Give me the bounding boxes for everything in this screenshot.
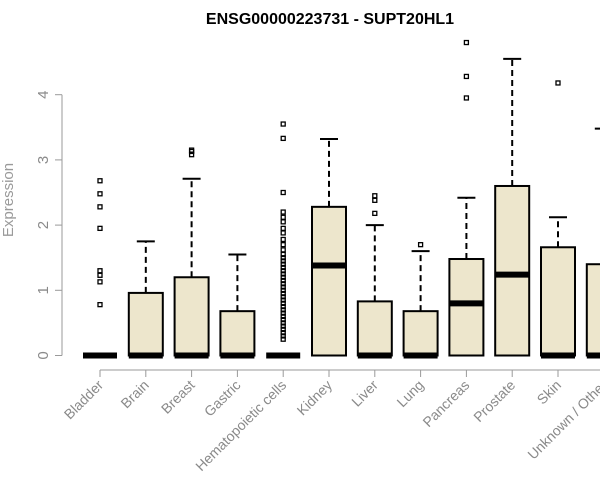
outlier-point [280,307,286,313]
outlier-point [280,313,286,320]
box-group [311,138,347,357]
outlier-point [372,197,378,203]
outlier-point [280,264,286,271]
outlier-point [280,323,286,329]
outlier-point [280,135,286,142]
x-tick-label: Hematopoietic cells [192,377,289,474]
outlier-point [280,255,286,261]
y-tick-label: 4 [35,91,52,99]
box-group [173,147,210,359]
plot-area [83,39,600,359]
y-tick-label: 1 [35,286,52,294]
box-group [494,57,531,357]
outlier-point [417,242,424,248]
outlier-point [280,251,286,258]
outlier-point [372,193,378,199]
box-body [540,246,576,357]
outlier-point [97,191,103,197]
y-tick-label: 3 [35,156,52,164]
outlier-point [280,247,286,253]
box-group [540,80,576,359]
outlier-point [280,209,286,215]
box-body [494,184,531,357]
outlier-point [280,310,286,316]
outlier-point [97,272,103,278]
box-group [83,178,117,359]
chart-title: ENSG00000223731 - SUPT20HL1 [206,11,454,28]
outlier-point [280,297,286,303]
outlier-point [97,301,103,308]
box-group [585,127,600,359]
x-tick-label: Bladder [61,377,107,423]
outlier-point [280,287,286,293]
x-tick-label: Skin [534,377,565,408]
box-body [402,310,439,357]
outlier-point [280,303,286,310]
outlier-point [280,189,286,196]
box-body [448,258,485,357]
x-tick-label: Kidney [294,377,336,419]
outlier-point [372,210,378,217]
outlier-point [280,225,286,232]
outlier-point [97,268,103,274]
outlier-point [280,261,286,267]
outlier-point [280,281,286,287]
y-tick-label: 0 [35,351,52,359]
outlier-point [280,268,286,274]
outlier-point [280,284,286,290]
box-group [127,240,164,359]
outlier-point [280,333,286,339]
outlier-point [280,258,286,264]
outlier-point [280,336,286,342]
box-group [402,242,439,359]
outlier-point [280,121,286,127]
x-tick-label: Liver [348,377,381,410]
outlier-point [280,330,286,336]
outlier-point [280,294,286,300]
outlier-point [280,316,286,323]
outlier-point [280,230,286,236]
outlier-point [280,290,286,297]
box-body [127,291,164,357]
x-tick-label: Breast [158,377,198,417]
box-body [219,310,256,357]
outlier-point [555,80,561,86]
x-tick-label: Brain [117,377,151,411]
box-body [356,300,393,357]
box-body [311,205,347,357]
y-tick-label: 2 [35,221,52,229]
outlier-point [463,73,470,80]
x-tick-label: Lung [393,377,426,410]
box-body [585,263,600,357]
y-axis: 0 1 2 3 4 [35,91,63,360]
outlier-point [280,320,286,326]
outlier-point [280,300,286,306]
outlier-point [188,147,195,153]
outlier-point [463,39,470,46]
outlier-point [97,204,103,210]
box-body [173,276,210,357]
box-group [219,253,256,359]
outlier-point [97,178,103,184]
outlier-point [280,236,286,243]
box-group [448,39,485,357]
outlier-point [280,277,286,284]
y-axis-label: Expression [0,163,17,237]
outlier-point [280,274,286,280]
outlier-point [280,271,286,277]
x-tick-label: Prostate [470,377,518,425]
outlier-point [280,326,286,333]
outlier-point [97,279,103,285]
outlier-point [280,214,286,220]
box-group [356,193,393,359]
outlier-point [463,95,470,101]
outlier-point [280,219,286,225]
outlier-point [97,225,103,232]
x-tick-label: Gastric [201,377,244,420]
outlier-point [280,242,286,248]
box-group [266,121,301,359]
x-tick-label: Pancreas [419,377,472,430]
